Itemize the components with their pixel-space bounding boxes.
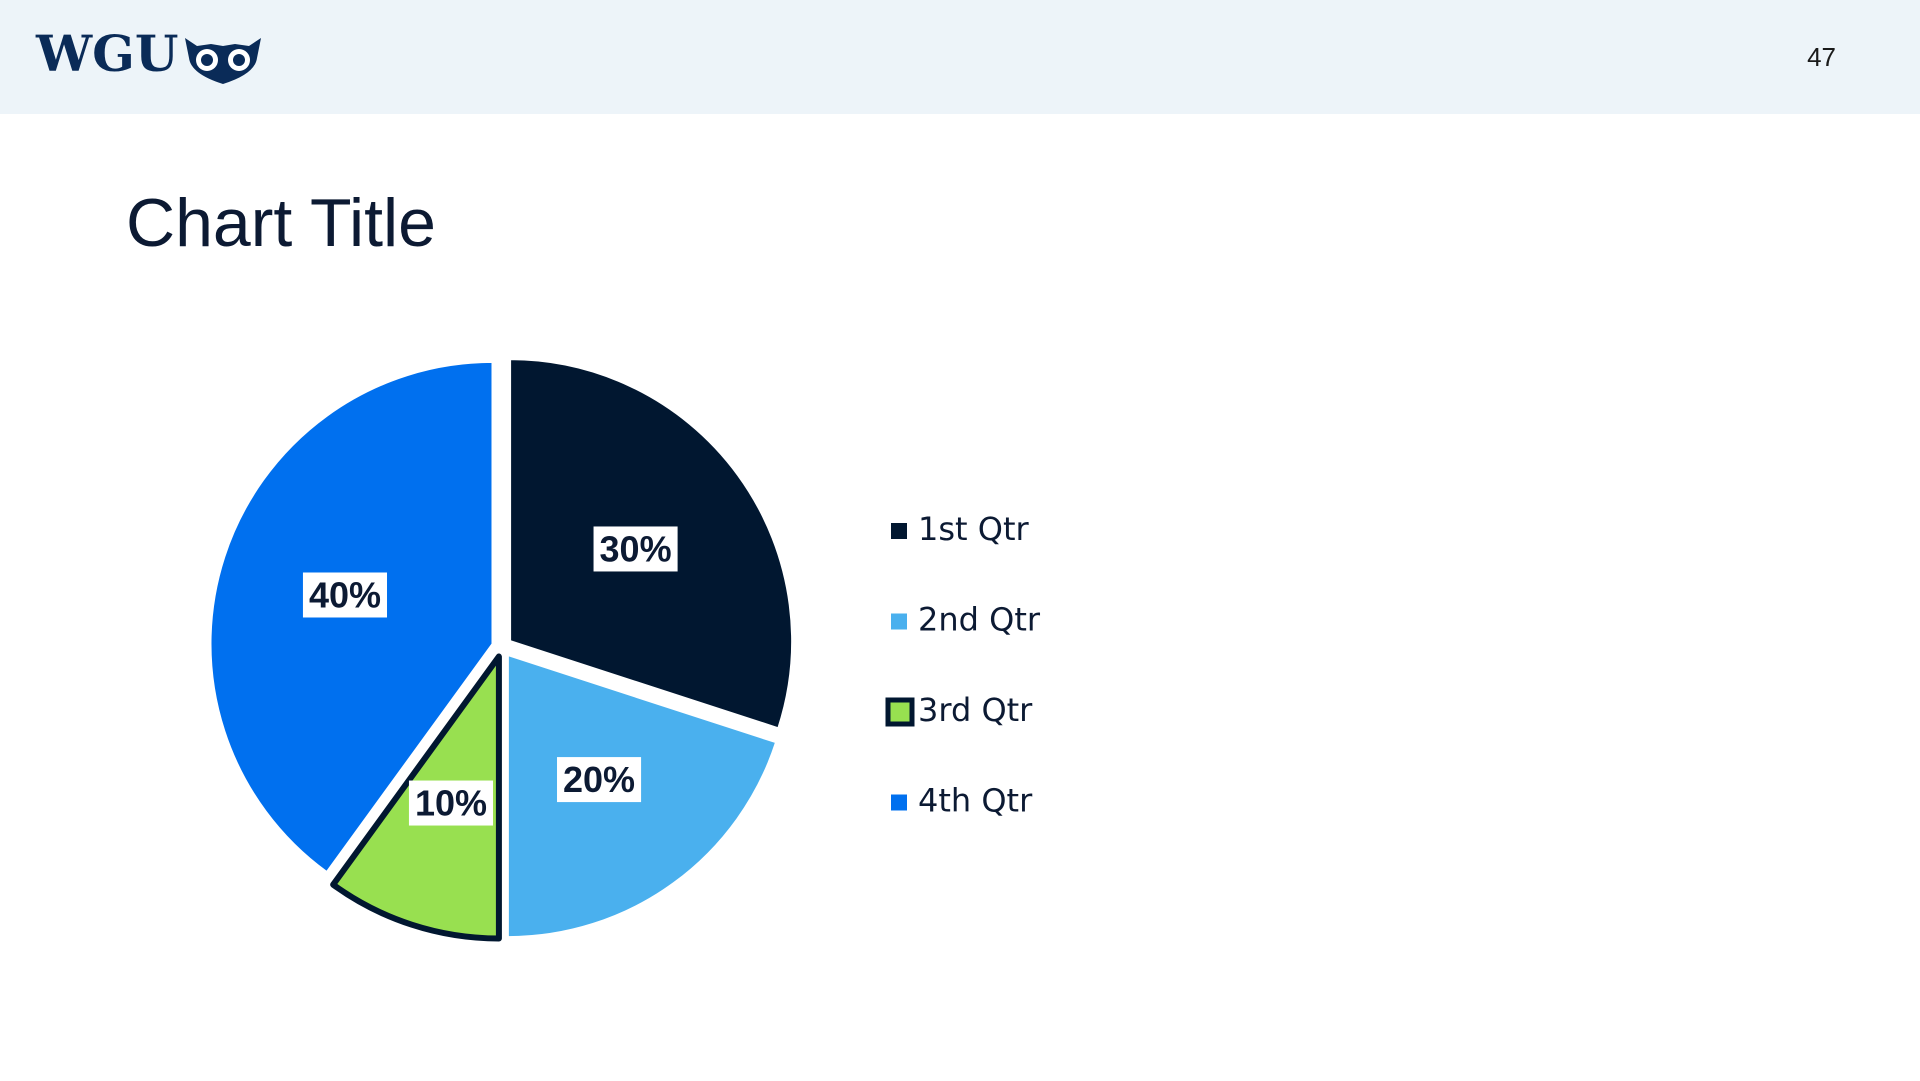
- data-label: 30%: [593, 526, 678, 572]
- data-label-text: 30%: [600, 528, 672, 569]
- data-label: 10%: [408, 780, 494, 826]
- legend-label: 2nd Qtr: [918, 601, 1041, 639]
- data-label: 20%: [557, 757, 642, 803]
- legend-label: 3rd Qtr: [918, 691, 1033, 729]
- legend-label: 4th Qtr: [918, 782, 1033, 820]
- legend-marker: [891, 794, 907, 811]
- page-number: 47: [1807, 42, 1836, 72]
- logo-text: WGU: [35, 24, 178, 83]
- legend-marker: [891, 613, 907, 630]
- logo-owl: [185, 38, 261, 84]
- data-label-text: 10%: [415, 783, 487, 824]
- data-label-text: 20%: [563, 759, 635, 800]
- data-label-box: [593, 526, 678, 572]
- legend-marker: [891, 523, 907, 539]
- legend-label: 1st Qtr: [918, 510, 1029, 548]
- data-label-box: [302, 572, 388, 618]
- data-label-box: [557, 757, 642, 803]
- data-label-box: [408, 780, 494, 826]
- data-label-text: 40%: [309, 574, 381, 615]
- header-band: [0, 0, 1920, 114]
- chart-title: Chart Title: [126, 185, 436, 261]
- legend-marker: [885, 697, 915, 727]
- data-label: 40%: [302, 572, 388, 618]
- pie-slice: [506, 654, 778, 939]
